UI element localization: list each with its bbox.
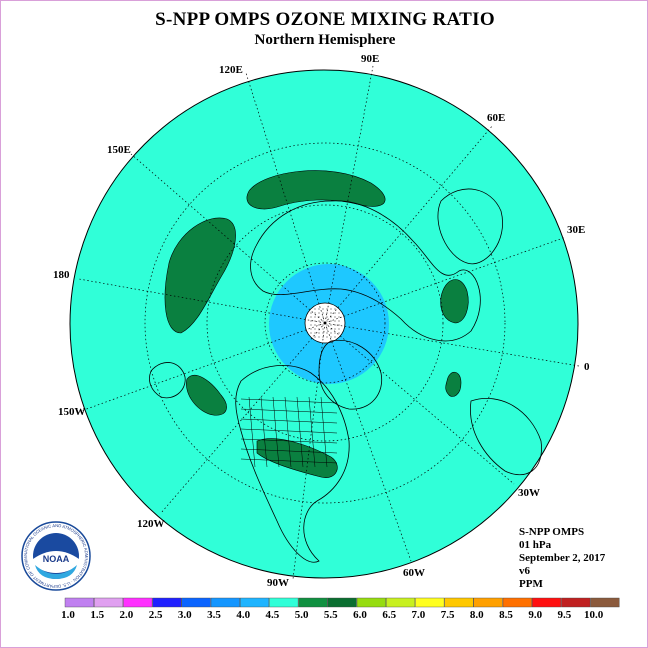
no-data-dot (323, 309, 324, 310)
no-data-dot (311, 329, 312, 330)
no-data-dot (339, 313, 340, 314)
no-data-dot (319, 321, 320, 322)
no-data-dot (315, 317, 316, 318)
lon-label-0: 0 (584, 361, 590, 373)
colorbar-tick-label: 3.0 (178, 609, 192, 621)
no-data-dot (323, 321, 324, 322)
no-data-dot (315, 325, 316, 326)
no-data-dot (315, 309, 316, 310)
lon-label-120w: 120W (137, 518, 165, 530)
no-data-dot (339, 325, 340, 326)
no-data-dot (319, 313, 320, 314)
no-data-dot (311, 313, 312, 314)
no-data-dot (315, 313, 316, 314)
no-data-dot (331, 325, 332, 326)
no-data-dot (331, 309, 332, 310)
no-data-dot (327, 337, 328, 338)
no-data-dot (339, 329, 340, 330)
colorbar-tick-label: 4.5 (266, 609, 280, 621)
no-data-dot (331, 321, 332, 322)
no-data-dot (335, 333, 336, 334)
no-data-dot (335, 309, 336, 310)
no-data-dot (331, 333, 332, 334)
no-data-dot (339, 321, 340, 322)
colorbar-tick-label: 10.0 (584, 609, 603, 621)
no-data-dot (335, 337, 336, 338)
colorbar-tick-label: 2.5 (149, 609, 163, 621)
colorbar-tick-label: 6.5 (382, 609, 396, 621)
no-data-dot (311, 321, 312, 322)
colorbar-tick-label: 3.5 (207, 609, 221, 621)
colorbar-tick-label: 6.0 (353, 609, 367, 621)
no-data-dot (319, 333, 320, 334)
info-instrument: S-NPP OMPS (519, 526, 605, 539)
info-date: September 2, 2017 (519, 552, 605, 565)
colorbar-tick-label: 8.0 (470, 609, 484, 621)
no-data-dot (335, 325, 336, 326)
info-block: S-NPP OMPS 01 hPa September 2, 2017 v6 P… (519, 526, 605, 591)
no-data-dot (327, 333, 328, 334)
no-data-dot (323, 337, 324, 338)
noaa-logo-icon: NATIONAL OCEANIC AND ATMOSPHERIC ADMINIS… (21, 521, 91, 591)
no-data-dot (319, 337, 320, 338)
lon-label-90w: 90W (267, 577, 289, 589)
no-data-dot (335, 321, 336, 322)
no-data-dot (311, 317, 312, 318)
lon-label-150w: 150W (58, 406, 86, 418)
info-units: PPM (519, 578, 605, 591)
lon-label-90e: 90E (361, 53, 379, 65)
no-data-dot (335, 329, 336, 330)
no-data-dot (319, 325, 320, 326)
lon-label-30e: 30E (567, 224, 585, 236)
colorbar-tick-label: 4.0 (236, 609, 250, 621)
no-data-dot (327, 325, 328, 326)
lon-label-60e: 60E (487, 112, 505, 124)
info-level: 01 hPa (519, 539, 605, 552)
high-region-europe (441, 280, 469, 323)
no-data-dot (339, 333, 340, 334)
colorbar-tick-label: 2.0 (120, 609, 134, 621)
lon-label-150e: 150E (107, 144, 131, 156)
no-data-dot (327, 329, 328, 330)
no-data-dot (315, 337, 316, 338)
no-data-dot (323, 317, 324, 318)
colorbar-tick-label: 5.0 (295, 609, 309, 621)
no-data-dot (311, 333, 312, 334)
no-data-dot (335, 317, 336, 318)
no-data-dot (323, 329, 324, 330)
info-version: v6 (519, 565, 605, 578)
no-data-dot (335, 313, 336, 314)
colorbar-tick-label: 1.5 (90, 609, 104, 621)
lon-label-180: 180 (53, 269, 70, 281)
colorbar-tick-label: 1.0 (61, 609, 75, 621)
no-data-dot (315, 333, 316, 334)
logo-text: NOAA (43, 554, 70, 564)
page-title: S-NPP OMPS OZONE MIXING RATIO (1, 9, 648, 31)
no-data-dot (331, 313, 332, 314)
colorbar-tick-label: 7.5 (441, 609, 455, 621)
no-data-dot (327, 321, 328, 322)
lon-label-60w: 60W (403, 567, 425, 579)
no-data-dot (327, 313, 328, 314)
no-data-dot (323, 333, 324, 334)
no-data-dot (311, 325, 312, 326)
no-data-dot (327, 317, 328, 318)
no-data-dot (339, 317, 340, 318)
no-data-dot (323, 313, 324, 314)
colorbar-tick-label: 9.0 (528, 609, 542, 621)
colorbar-tick-label: 7.0 (412, 609, 426, 621)
no-data-dot (315, 321, 316, 322)
no-data-dot (331, 337, 332, 338)
no-data-dot (323, 325, 324, 326)
no-data-dot (319, 309, 320, 310)
lon-label-30w: 30W (518, 487, 540, 499)
no-data-dot (327, 309, 328, 310)
lon-label-120e: 120E (219, 64, 243, 76)
page-subtitle: Northern Hemisphere (1, 32, 648, 49)
colorbar-tick-label: 8.5 (499, 609, 513, 621)
colorbar-tick-label: 9.5 (558, 609, 572, 621)
colorbar-tick-label: 5.5 (324, 609, 338, 621)
no-data-dot (315, 329, 316, 330)
